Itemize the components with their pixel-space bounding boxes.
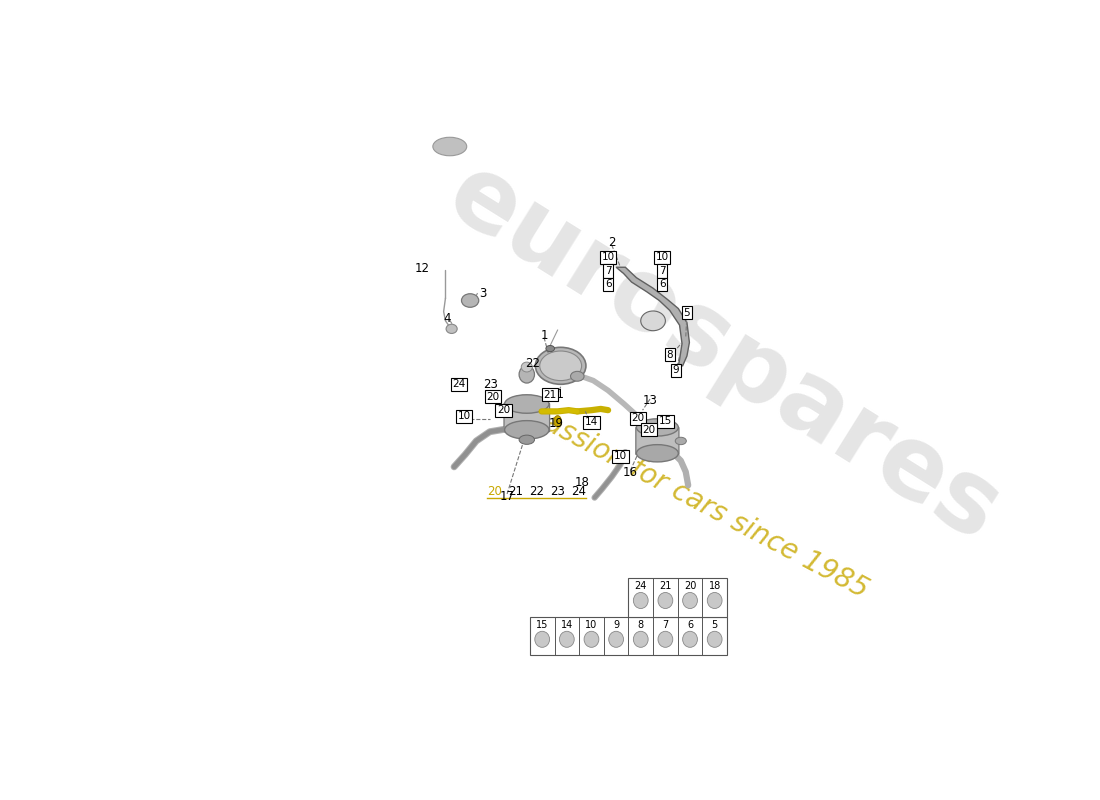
Text: 18: 18 <box>575 476 590 490</box>
Ellipse shape <box>519 435 535 444</box>
FancyBboxPatch shape <box>636 427 679 454</box>
Text: 6: 6 <box>659 279 666 290</box>
Text: 13: 13 <box>642 394 658 407</box>
Text: 23: 23 <box>550 485 565 498</box>
Ellipse shape <box>658 593 673 609</box>
Ellipse shape <box>535 631 550 647</box>
Text: 6: 6 <box>688 620 693 630</box>
Text: 21: 21 <box>659 582 672 591</box>
Text: 20: 20 <box>497 405 510 415</box>
Text: 7: 7 <box>662 620 669 630</box>
Ellipse shape <box>640 311 666 330</box>
Ellipse shape <box>540 351 582 381</box>
Ellipse shape <box>584 631 598 647</box>
FancyBboxPatch shape <box>504 403 550 432</box>
Text: 10: 10 <box>602 252 615 262</box>
Text: 19: 19 <box>549 418 564 430</box>
Text: 3: 3 <box>478 286 486 300</box>
Ellipse shape <box>707 631 722 647</box>
Text: 20: 20 <box>487 485 503 498</box>
Ellipse shape <box>447 324 458 334</box>
Ellipse shape <box>432 138 466 156</box>
Text: 4: 4 <box>443 313 451 326</box>
Text: 23: 23 <box>484 378 498 390</box>
Text: 9: 9 <box>613 620 619 630</box>
Text: 1: 1 <box>540 329 548 342</box>
Ellipse shape <box>546 346 554 352</box>
Text: 10: 10 <box>656 252 669 262</box>
Text: 14: 14 <box>585 418 598 427</box>
Text: 8: 8 <box>638 620 644 630</box>
Ellipse shape <box>571 371 584 382</box>
Text: 24: 24 <box>571 485 586 498</box>
Ellipse shape <box>683 631 697 647</box>
Text: 8: 8 <box>667 350 673 360</box>
FancyBboxPatch shape <box>530 617 727 655</box>
Text: 18: 18 <box>708 582 720 591</box>
Ellipse shape <box>505 421 549 439</box>
Text: 20: 20 <box>642 425 656 435</box>
Text: 10: 10 <box>585 620 597 630</box>
Text: 20: 20 <box>486 392 499 402</box>
Ellipse shape <box>462 294 478 307</box>
Text: 7: 7 <box>659 266 666 276</box>
Text: 11: 11 <box>550 388 565 402</box>
Text: 12: 12 <box>415 262 430 275</box>
Text: 20: 20 <box>684 582 696 591</box>
Text: 21: 21 <box>508 485 524 498</box>
Polygon shape <box>616 267 690 366</box>
Text: 24: 24 <box>452 379 465 390</box>
Text: a passion for cars since 1985: a passion for cars since 1985 <box>500 389 873 604</box>
Ellipse shape <box>707 593 722 609</box>
Ellipse shape <box>634 593 648 609</box>
Ellipse shape <box>637 445 679 462</box>
Ellipse shape <box>554 416 561 426</box>
Text: 17: 17 <box>499 490 515 503</box>
Text: 22: 22 <box>529 485 544 498</box>
Text: 2: 2 <box>608 236 616 249</box>
Text: 24: 24 <box>635 582 647 591</box>
Text: 21: 21 <box>543 390 557 400</box>
Ellipse shape <box>675 438 686 445</box>
Ellipse shape <box>634 631 648 647</box>
Ellipse shape <box>637 418 679 436</box>
Text: eurospares: eurospares <box>430 146 1018 563</box>
Text: 5: 5 <box>712 620 718 630</box>
Ellipse shape <box>608 631 624 647</box>
Text: 6: 6 <box>605 279 612 290</box>
Ellipse shape <box>536 347 586 384</box>
Text: 10: 10 <box>458 411 471 422</box>
Ellipse shape <box>505 394 549 414</box>
Text: 16: 16 <box>623 466 638 479</box>
Text: 7: 7 <box>605 266 612 276</box>
Text: 5: 5 <box>683 308 691 318</box>
Text: 15: 15 <box>659 416 672 426</box>
Ellipse shape <box>560 631 574 647</box>
Text: 20: 20 <box>631 413 645 423</box>
Text: 15: 15 <box>536 620 549 630</box>
Text: 9: 9 <box>672 365 679 375</box>
Ellipse shape <box>519 366 535 383</box>
Text: 22: 22 <box>526 358 540 370</box>
Text: 14: 14 <box>561 620 573 630</box>
Ellipse shape <box>521 362 532 372</box>
Ellipse shape <box>658 631 673 647</box>
Text: 10: 10 <box>614 451 627 462</box>
Ellipse shape <box>683 593 697 609</box>
FancyBboxPatch shape <box>628 578 727 617</box>
